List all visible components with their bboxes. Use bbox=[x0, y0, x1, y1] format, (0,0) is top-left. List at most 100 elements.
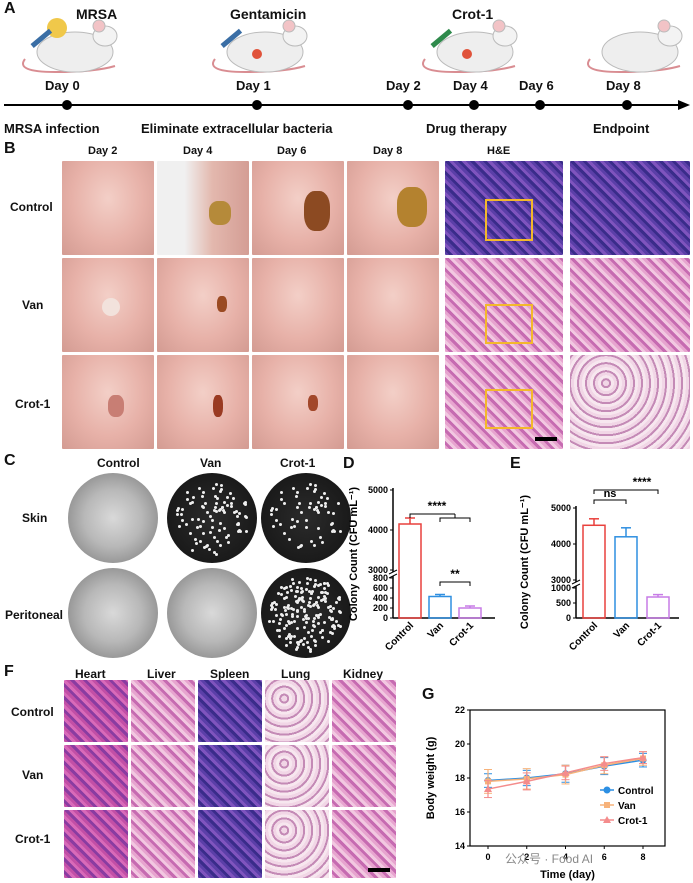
timeline-node-day8 bbox=[622, 100, 632, 110]
colony-dot bbox=[277, 622, 281, 626]
colony-dot bbox=[285, 590, 289, 594]
c-col-van: Van bbox=[200, 456, 222, 470]
colony-dot bbox=[208, 514, 212, 518]
colony-dot bbox=[302, 637, 306, 641]
colony-dot bbox=[317, 616, 321, 620]
wound-photo-control-day8 bbox=[347, 161, 439, 255]
g-point bbox=[522, 777, 531, 785]
colony-dot bbox=[279, 490, 283, 494]
treatment-label-gentamicin: Gentamicin bbox=[230, 6, 307, 22]
day-label-1: Day 1 bbox=[236, 78, 271, 93]
f-col-spleen: Spleen bbox=[210, 667, 250, 681]
colony-dot bbox=[308, 577, 312, 581]
colony-dot bbox=[312, 620, 316, 624]
colony-dot bbox=[222, 526, 226, 530]
colony-dot bbox=[302, 599, 306, 603]
colony-dot bbox=[270, 508, 274, 512]
colony-dot bbox=[185, 490, 189, 494]
colony-dot bbox=[283, 626, 287, 630]
colony-dot bbox=[275, 508, 279, 512]
colony-dot bbox=[298, 501, 302, 505]
colony-dot bbox=[180, 513, 184, 517]
colony-dot bbox=[306, 646, 310, 650]
day-label-8: Day 8 bbox=[606, 78, 641, 93]
colony-dot bbox=[294, 600, 298, 604]
wound-photo-control-day2 bbox=[62, 161, 154, 255]
he-zoom-control bbox=[570, 161, 690, 255]
colony-dot bbox=[270, 512, 274, 516]
timeline-axis bbox=[4, 100, 690, 110]
colony-dot bbox=[219, 490, 223, 494]
d-ylabel: Colony Count (CFU mL⁻¹) bbox=[348, 487, 360, 621]
colony-dot bbox=[300, 598, 304, 602]
histo-control-liver bbox=[131, 680, 195, 742]
b-col-day4: Day 4 bbox=[183, 145, 213, 157]
wound-photo-crot1-day4 bbox=[157, 355, 249, 449]
colony-dot bbox=[328, 631, 332, 635]
colony-dot bbox=[315, 603, 319, 607]
colony-dot bbox=[224, 535, 228, 539]
day-label-6: Day 6 bbox=[519, 78, 554, 93]
colony-dot bbox=[226, 503, 230, 507]
colony-dot bbox=[313, 543, 317, 547]
colony-dot bbox=[201, 519, 205, 523]
b-col-day6: Day 6 bbox=[277, 145, 307, 157]
colony-dot bbox=[289, 589, 293, 593]
colony-dot bbox=[219, 508, 222, 512]
colony-dot bbox=[338, 595, 342, 599]
colony-dot bbox=[294, 494, 298, 498]
g-point bbox=[484, 785, 492, 793]
colony-dot bbox=[305, 617, 309, 621]
colony-dot bbox=[313, 487, 317, 491]
colony-dot bbox=[308, 649, 312, 653]
d-xtick-label: Crot-1 bbox=[448, 620, 477, 649]
colony-dot bbox=[198, 540, 202, 543]
colony-dot bbox=[315, 508, 319, 512]
colony-dot bbox=[180, 518, 184, 522]
colony-dot bbox=[195, 542, 199, 546]
colony-dot bbox=[318, 583, 322, 587]
f-col-kidney: Kidney bbox=[343, 667, 384, 681]
g-legend-label: Crot-1 bbox=[618, 816, 648, 827]
colony-dot bbox=[308, 597, 312, 601]
wound-photo-crot1-day6 bbox=[252, 355, 344, 449]
colony-dot bbox=[329, 609, 333, 613]
f-col-heart: Heart bbox=[75, 667, 106, 681]
colony-dot bbox=[313, 624, 317, 628]
colony-dot bbox=[232, 510, 236, 514]
colony-dot bbox=[292, 582, 296, 586]
wound-photo-van-day4 bbox=[157, 258, 249, 352]
colony-dot bbox=[214, 482, 218, 486]
colony-dot bbox=[305, 641, 309, 645]
colony-dot bbox=[275, 603, 279, 607]
colony-dot bbox=[190, 518, 194, 522]
colony-dot bbox=[321, 541, 325, 545]
colony-dot bbox=[312, 616, 316, 620]
colony-dot bbox=[299, 638, 303, 642]
colony-dot bbox=[198, 487, 202, 491]
g-legend-label: Control bbox=[618, 786, 654, 797]
colony-dot bbox=[301, 590, 305, 594]
colony-dot bbox=[326, 640, 330, 644]
colony-dot bbox=[292, 635, 296, 638]
g-ytick-label: 16 bbox=[455, 807, 465, 817]
colony-dot bbox=[289, 525, 293, 529]
colony-dot bbox=[328, 616, 332, 620]
colony-dot bbox=[296, 601, 300, 605]
colony-dot bbox=[338, 610, 342, 614]
colony-dot bbox=[217, 509, 221, 513]
colony-dot bbox=[214, 502, 218, 506]
scale-bar-f bbox=[368, 868, 390, 872]
colony-dot bbox=[223, 510, 227, 514]
e-ylabel: Colony Count (CFU mL⁻¹) bbox=[519, 495, 531, 629]
colony-dot bbox=[232, 496, 236, 500]
colony-dot bbox=[245, 530, 249, 534]
colony-dot bbox=[209, 531, 213, 535]
colony-dot bbox=[305, 588, 309, 592]
colony-dot bbox=[216, 540, 220, 544]
mouse-illustration-day4 bbox=[422, 19, 518, 74]
colony-dot bbox=[212, 535, 216, 539]
colony-dot bbox=[317, 613, 321, 617]
colony-dot bbox=[296, 609, 300, 613]
f-row-van: Van bbox=[22, 768, 44, 782]
